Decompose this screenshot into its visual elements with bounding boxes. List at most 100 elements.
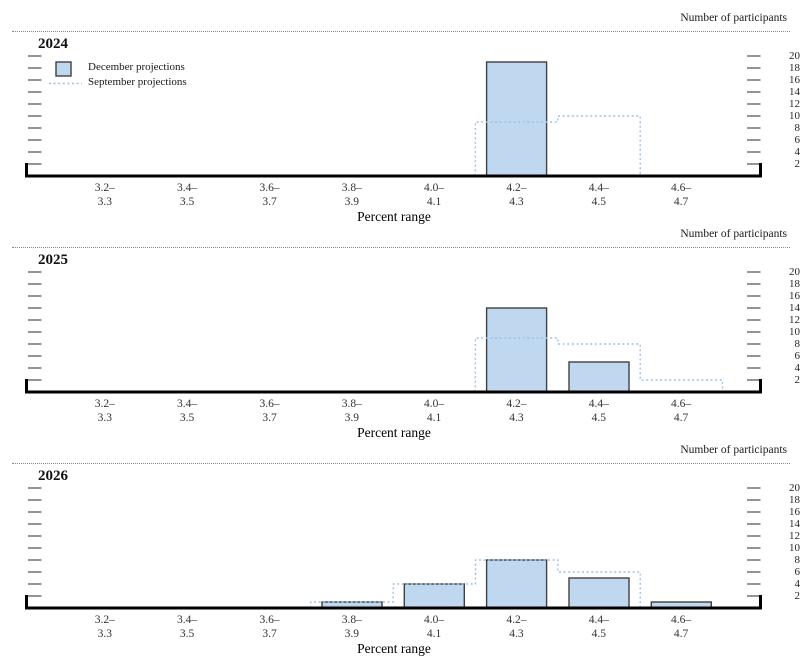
y-tick-label: 6 bbox=[794, 133, 801, 146]
y-tick-label: 2 bbox=[794, 157, 801, 170]
header-rule bbox=[12, 31, 790, 32]
december-bar bbox=[485, 61, 548, 177]
x-tick-label-line2: 3.9 bbox=[344, 627, 359, 640]
september-outline bbox=[310, 559, 641, 608]
x-tick-label: 3.2– 3.3 bbox=[64, 614, 146, 641]
september-outline bbox=[474, 115, 641, 176]
december-bar bbox=[568, 361, 630, 393]
x-tick-label-line1: 3.2– bbox=[94, 182, 115, 194]
y-tick-label: 18 bbox=[789, 61, 800, 74]
x-tick-label-line2: 3.7 bbox=[262, 195, 277, 208]
x-tick-label: 4.2– 4.3 bbox=[475, 398, 557, 425]
x-tick-label: 4.4– 4.5 bbox=[558, 614, 640, 641]
x-tick-label: 3.8– 3.9 bbox=[311, 182, 393, 209]
x-tick-label-line1: 4.0– bbox=[424, 614, 445, 626]
x-tick-label-line1: 4.2– bbox=[506, 182, 527, 194]
x-tick-label-line1: 3.2– bbox=[94, 614, 115, 626]
y-tick-label: 14 bbox=[789, 517, 800, 530]
x-tick-label-line1: 4.2– bbox=[506, 614, 527, 626]
year-title: 2025 bbox=[38, 252, 68, 268]
x-tick-label: 4.4– 4.5 bbox=[558, 182, 640, 209]
x-tick-label-line1: 4.2– bbox=[506, 398, 527, 410]
y-tick-label: 16 bbox=[789, 73, 800, 86]
x-axis-title: Percent range bbox=[357, 425, 431, 440]
x-tick-label-line1: 4.6– bbox=[671, 398, 692, 410]
x-tick-label-line1: 3.4– bbox=[177, 614, 198, 626]
legend-swatch-december bbox=[55, 61, 72, 77]
y-tick-label: 6 bbox=[794, 349, 801, 362]
x-tick-label-line1: 4.0– bbox=[424, 398, 445, 410]
x-tick-label-line1: 4.6– bbox=[671, 182, 692, 194]
y-tick-label: 10 bbox=[789, 325, 800, 338]
x-tick-label-line2: 3.5 bbox=[179, 627, 195, 640]
december-bar bbox=[568, 577, 630, 609]
x-tick-label-line2: 4.7 bbox=[673, 627, 689, 640]
x-tick-label-line2: 4.3 bbox=[509, 627, 524, 640]
x-tick-label-line1: 3.4– bbox=[177, 398, 198, 410]
y-tick-label: 8 bbox=[794, 337, 801, 350]
x-tick-label-line2: 4.3 bbox=[509, 195, 524, 208]
x-tick-label-line1: 3.8– bbox=[341, 398, 362, 410]
x-tick-label: 3.6– 3.7 bbox=[229, 614, 311, 641]
x-tick-label-line2: 3.3 bbox=[97, 411, 112, 424]
x-tick-label-line2: 4.1 bbox=[426, 627, 442, 640]
y-tick-label: 2 bbox=[794, 589, 801, 602]
x-tick-label: 3.4– 3.5 bbox=[146, 398, 228, 425]
x-tick-label: 4.0– 4.1 bbox=[393, 182, 475, 209]
legend-label-september: September projections bbox=[88, 76, 187, 88]
x-axis-title: Percent range bbox=[357, 209, 431, 224]
x-tick-label: 4.6– 4.7 bbox=[640, 182, 722, 209]
x-tick-label-line1: 4.4– bbox=[588, 182, 609, 194]
x-tick-label-line2: 4.7 bbox=[673, 411, 689, 424]
x-tick-label-line1: 4.4– bbox=[588, 614, 609, 626]
x-tick-label-line1: 3.8– bbox=[341, 182, 362, 194]
x-axis-title: Percent range bbox=[357, 641, 431, 656]
right-axis-title: Number of participants bbox=[680, 12, 787, 24]
x-tick-label: 3.2– 3.3 bbox=[64, 398, 146, 425]
year-title: 2026 bbox=[38, 468, 68, 484]
x-tick-label-line2: 3.5 bbox=[179, 195, 195, 208]
y-tick-label: 20 bbox=[789, 265, 800, 278]
x-tick-label-line2: 4.1 bbox=[426, 411, 442, 424]
y-tick-label: 2 bbox=[794, 373, 801, 386]
y-tick-label: 12 bbox=[789, 529, 800, 542]
x-tick-label: 3.8– 3.9 bbox=[311, 614, 393, 641]
x-tick-label-line1: 3.2– bbox=[94, 398, 115, 410]
x-tick-label-line2: 4.5 bbox=[591, 411, 606, 424]
y-tick-label: 10 bbox=[789, 109, 800, 122]
histogram-plot bbox=[25, 487, 762, 610]
header-rule bbox=[12, 463, 790, 464]
x-tick-label-line1: 3.6– bbox=[259, 614, 280, 626]
x-tick-label: 4.0– 4.1 bbox=[393, 614, 475, 641]
histogram-plot bbox=[25, 271, 762, 394]
x-tick-label: 4.4– 4.5 bbox=[558, 398, 640, 425]
legend-label-december: December projections bbox=[88, 61, 185, 73]
x-tick-label-line1: 4.4– bbox=[588, 398, 609, 410]
y-tick-label: 8 bbox=[794, 553, 801, 566]
panel-2024: Number of participants December projectio… bbox=[0, 0, 811, 224]
x-tick-label: 3.4– 3.5 bbox=[146, 614, 228, 641]
x-tick-label: 4.6– 4.7 bbox=[640, 614, 722, 641]
december-bar bbox=[485, 307, 548, 393]
x-tick-label-line1: 4.0– bbox=[424, 182, 445, 194]
x-tick-label-line1: 4.6– bbox=[671, 614, 692, 626]
x-tick-label: 4.0– 4.1 bbox=[393, 398, 475, 425]
y-tick-label: 14 bbox=[789, 301, 800, 314]
x-tick-label-line2: 3.7 bbox=[262, 627, 277, 640]
december-bar bbox=[403, 583, 465, 609]
x-tick-label-line2: 4.3 bbox=[509, 411, 524, 424]
x-tick-label-line2: 3.9 bbox=[344, 411, 359, 424]
x-tick-label-line1: 3.6– bbox=[259, 182, 280, 194]
x-tick-label: 3.2– 3.3 bbox=[64, 182, 146, 209]
x-tick-label: 3.6– 3.7 bbox=[229, 182, 311, 209]
x-tick-label-line2: 4.5 bbox=[591, 627, 606, 640]
x-tick-label-line1: 3.6– bbox=[259, 398, 280, 410]
y-tick-label: 18 bbox=[789, 493, 800, 506]
histogram-plot bbox=[25, 55, 762, 178]
x-tick-label-line2: 3.7 bbox=[262, 411, 277, 424]
y-tick-label: 4 bbox=[794, 577, 801, 590]
y-tick-label: 4 bbox=[794, 361, 801, 374]
y-tick-label: 16 bbox=[789, 289, 800, 302]
y-tick-label: 14 bbox=[789, 85, 800, 98]
